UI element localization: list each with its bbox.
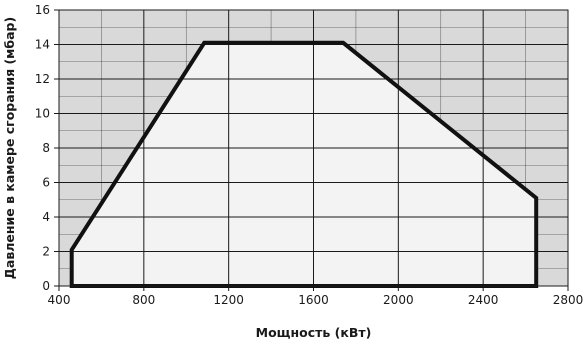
x-tick-label: 1600 xyxy=(298,293,329,307)
y-tick-label: 12 xyxy=(35,72,50,86)
x-tick-labels: 400 800 1200 1600 2000 2400 2800 xyxy=(48,293,584,307)
y-tick-label: 6 xyxy=(42,176,50,190)
y-tick-label: 8 xyxy=(42,141,50,155)
y-tick-label: 14 xyxy=(35,38,50,52)
y-tick-label: 2 xyxy=(42,245,50,259)
y-tick-label: 4 xyxy=(42,210,50,224)
y-tick-label: 10 xyxy=(35,107,50,121)
envelope-area xyxy=(71,42,537,286)
major-grid xyxy=(59,10,568,286)
y-tick-label: 16 xyxy=(35,3,50,17)
x-axis-title: Мощность (кВт) xyxy=(256,325,372,340)
plot-frame xyxy=(58,9,569,287)
y-tick-label: 0 xyxy=(42,279,50,293)
x-tick-label: 2000 xyxy=(383,293,414,307)
x-tick-label: 2800 xyxy=(553,293,584,307)
y-tick-labels: 0 2 4 6 8 10 12 14 16 xyxy=(35,3,50,293)
x-tick-label: 800 xyxy=(132,293,155,307)
x-tick-label: 400 xyxy=(48,293,71,307)
x-tick-label: 2400 xyxy=(468,293,499,307)
y-axis-title: Давление в камере сгорания (мбар) xyxy=(2,17,17,279)
x-tick-label: 1200 xyxy=(213,293,244,307)
